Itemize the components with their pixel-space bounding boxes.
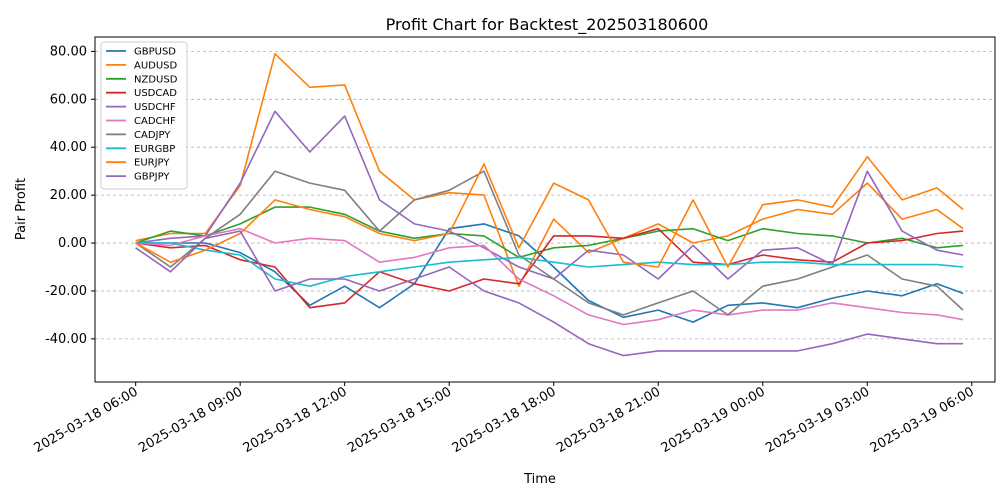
legend-label: NZDUSD xyxy=(134,74,178,85)
x-tick-label: 2025-03-18 09:00 xyxy=(136,384,245,456)
x-tick-label: 2025-03-19 00:00 xyxy=(659,384,768,456)
y-tick-label: -40.00 xyxy=(45,332,87,347)
x-tick-label: 2025-03-18 21:00 xyxy=(554,384,663,456)
chart-title: Profit Chart for Backtest_202503180600 xyxy=(386,15,709,35)
legend-label: USDCHF xyxy=(134,102,176,113)
y-tick-label: 80.00 xyxy=(50,44,87,59)
legend: GBPUSD AUDUSD NZDUSD USDCAD USDCHF CADCHF CADJ… xyxy=(100,41,188,190)
y-tick-label: -20.00 xyxy=(45,284,87,299)
legend-label: USDCAD xyxy=(134,88,177,99)
series-line-cadjpy xyxy=(135,170,964,316)
x-tick-label: 2025-03-19 03:00 xyxy=(763,384,872,456)
legend-label: EURGBP xyxy=(134,144,175,155)
y-tick-label: 40.00 xyxy=(50,140,87,155)
x-tick-label: 2025-03-18 12:00 xyxy=(241,384,350,456)
legend-label: GBPUSD xyxy=(134,47,176,58)
legend-label: CADCHF xyxy=(134,116,176,127)
series-line-eurjpy xyxy=(135,156,964,268)
series-line-usdcad xyxy=(135,227,964,309)
series-lines xyxy=(135,52,964,357)
series-line-nzdusd xyxy=(135,206,964,259)
x-tick-label: 2025-03-18 15:00 xyxy=(345,384,454,456)
plot-area xyxy=(94,36,996,383)
legend-label: AUDUSD xyxy=(134,60,178,71)
legend-label: CADJPY xyxy=(134,130,171,141)
legend-label: GBPJPY xyxy=(134,172,170,183)
y-tick-label: 60.00 xyxy=(50,92,87,107)
legend-label: EURJPY xyxy=(134,158,170,169)
x-tick-label: 2025-03-18 06:00 xyxy=(32,384,141,456)
series-line-audusd xyxy=(135,52,964,288)
y-axis-label: Pair Profit xyxy=(14,178,29,240)
grid xyxy=(95,50,995,340)
y-tick-label: 0.00 xyxy=(58,236,87,251)
x-axis-label: Time xyxy=(523,472,556,487)
x-tick-label: 2025-03-18 18:00 xyxy=(450,384,559,456)
y-tick-label: 20.00 xyxy=(50,188,87,203)
series-line-cadchf xyxy=(135,227,964,326)
y-axis-ticks: -40.00 -20.00 0.00 20.00 40.00 60.00 80.00 xyxy=(45,44,95,347)
x-tick-label: 2025-03-19 06:00 xyxy=(868,384,977,456)
series-line-gbpjpy xyxy=(135,230,964,357)
series-line-gbpusd xyxy=(135,223,964,323)
series-line-eurgbp xyxy=(135,242,964,288)
